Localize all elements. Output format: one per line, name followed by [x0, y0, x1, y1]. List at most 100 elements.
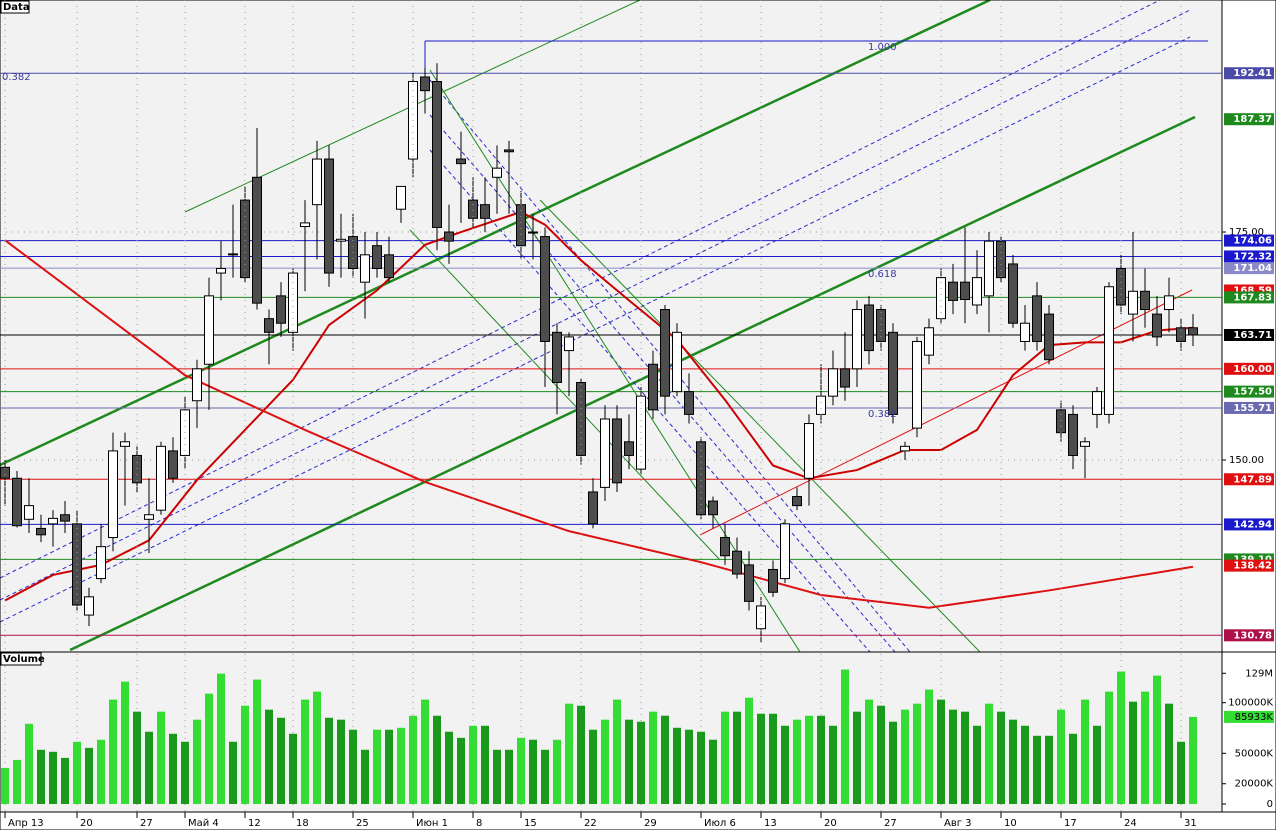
- drawings: [0, 0, 1208, 652]
- candle-body: [948, 281, 958, 301]
- volume-bar: [829, 725, 837, 804]
- volume-bar: [397, 727, 405, 804]
- level-label: 138.42: [1233, 561, 1272, 572]
- volume-bar: [325, 717, 333, 804]
- current-volume-label: 85933K: [1235, 712, 1274, 723]
- y-tick-label: 0: [1267, 799, 1273, 810]
- candle-body: [864, 304, 874, 352]
- volume-bar: [73, 741, 81, 804]
- candle-body: [996, 240, 1006, 279]
- y-tick-label: 20000K: [1235, 779, 1274, 790]
- volume-bar: [697, 731, 705, 804]
- volume-bar: [1165, 703, 1173, 804]
- candle-body: [660, 309, 670, 397]
- volume-bar: [565, 703, 573, 804]
- candle-body: [24, 505, 34, 520]
- volume-bar: [385, 729, 393, 804]
- plot-background: [0, 0, 1222, 812]
- candle-body: [324, 158, 334, 274]
- x-tick-label: 25: [356, 818, 369, 829]
- candle-body: [168, 450, 178, 479]
- volume-bar: [97, 739, 105, 804]
- volume-bar: [193, 719, 201, 804]
- x-tick-label: 18: [296, 818, 309, 829]
- volume-bar: [373, 729, 381, 804]
- x-tick-label: 24: [1124, 818, 1137, 829]
- candle-body: [420, 76, 430, 92]
- volume-bar: [985, 703, 993, 804]
- candle-body: [504, 149, 514, 153]
- volume-bar: [1153, 675, 1161, 804]
- candle-body: [492, 167, 502, 178]
- candle-body: [360, 254, 370, 283]
- candle-body: [108, 450, 118, 539]
- candle-body: [0, 466, 10, 479]
- x-tick-label: 12: [248, 818, 261, 829]
- volume-bar: [85, 747, 93, 804]
- candle-body: [600, 418, 610, 488]
- volume-bar: [901, 709, 909, 804]
- volume-bar: [517, 737, 525, 804]
- x-tick-label: 27: [884, 818, 897, 829]
- level-label: 192.41: [1233, 68, 1272, 79]
- candle-body: [432, 81, 442, 228]
- panel-title-box: [0, 652, 42, 666]
- volume-bar: [973, 725, 981, 804]
- candle-body: [720, 537, 730, 557]
- candle-body: [528, 231, 538, 234]
- candle-body: [1092, 391, 1102, 415]
- candle-body: [276, 295, 286, 324]
- volume-bar: [937, 699, 945, 804]
- candle-body: [888, 331, 898, 415]
- candle-body: [684, 391, 694, 415]
- candle-body: [696, 441, 706, 516]
- candle-body: [924, 327, 934, 356]
- volume-bar: [337, 719, 345, 804]
- fib-label: 0.382: [2, 72, 31, 83]
- candle-body: [1152, 313, 1162, 338]
- volume-bar: [445, 731, 453, 804]
- level-label: 171.04: [1233, 263, 1272, 274]
- candle-body: [144, 514, 154, 520]
- volume-bar: [421, 699, 429, 804]
- candle-body: [96, 546, 106, 580]
- axis-background: [1222, 0, 1276, 830]
- fib-label: 1.000: [868, 42, 897, 53]
- volume-bar: [925, 689, 933, 804]
- candle-body: [564, 336, 574, 352]
- candle-body: [1056, 409, 1066, 434]
- volume-bar: [433, 715, 441, 804]
- volume-bar: [1117, 671, 1125, 804]
- level-label: 172.32: [1233, 251, 1272, 262]
- y-tick-label: 150.00: [1229, 455, 1264, 466]
- candle-body: [372, 245, 382, 269]
- x-tick-label: 29: [644, 818, 657, 829]
- candle-body: [204, 295, 214, 365]
- volume-bar: [553, 739, 561, 804]
- candle-body: [288, 272, 298, 333]
- volume-bar: [277, 717, 285, 804]
- volume-bar: [37, 749, 45, 804]
- volume-bar: [1069, 733, 1077, 804]
- candle-body: [552, 331, 562, 383]
- volume-bar: [949, 709, 957, 804]
- level-label-box: [1224, 473, 1274, 486]
- trend-line: [409, 229, 721, 561]
- volume-bar: [757, 713, 765, 804]
- candle-body: [132, 454, 142, 484]
- trend-line: [539, 199, 981, 652]
- candle-body: [900, 445, 910, 452]
- volume-bar: [781, 725, 789, 804]
- volume-bar: [205, 693, 213, 804]
- candle-body: [36, 527, 46, 536]
- fib-label: 0.382: [868, 409, 897, 420]
- volume-bar: [709, 739, 717, 804]
- candle-body: [840, 368, 850, 388]
- candle-body: [588, 491, 598, 525]
- candle-body: [216, 267, 226, 274]
- candle-body: [768, 568, 778, 593]
- candle-body: [960, 281, 970, 301]
- candle-body: [876, 309, 886, 342]
- level-label: 142.94: [1233, 519, 1272, 530]
- candle-body: [84, 596, 94, 616]
